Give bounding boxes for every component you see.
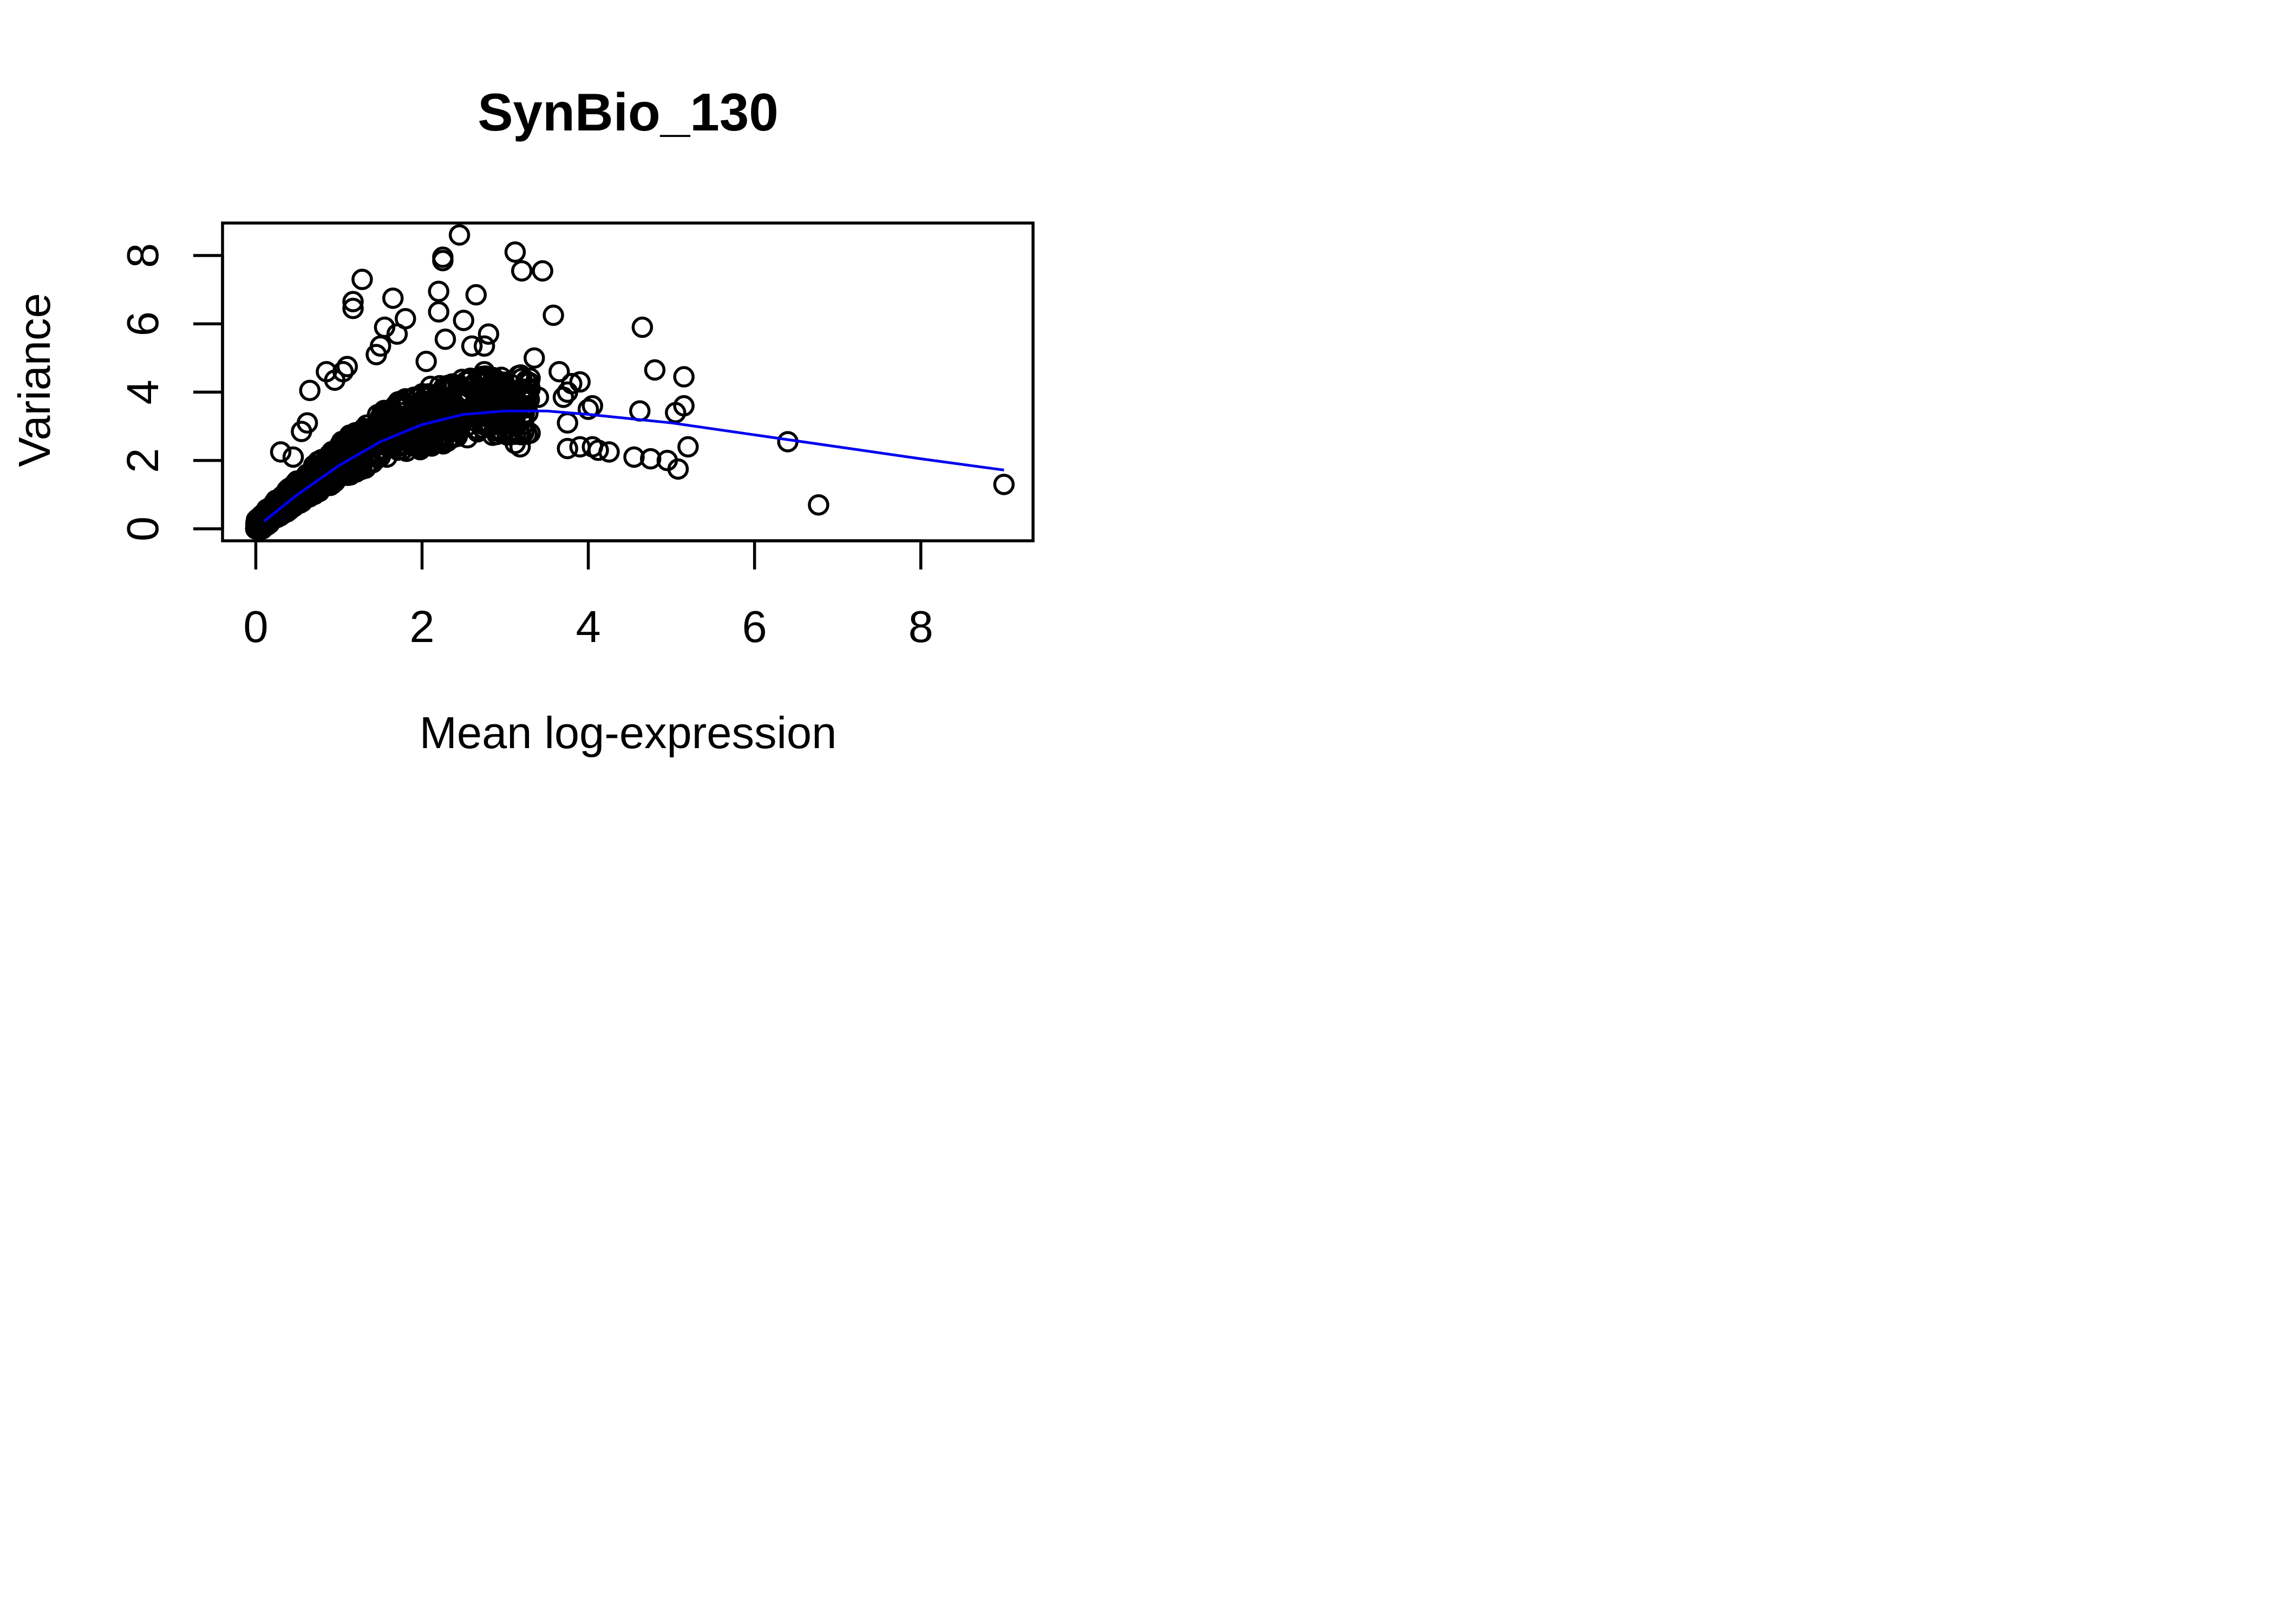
trend-line [263, 409, 1004, 522]
x-tick-label: 4 [576, 601, 600, 652]
data-point [452, 401, 473, 423]
x-axis-label: Mean log-expression [420, 708, 837, 758]
y-tick-label: 0 [117, 516, 168, 541]
data-point [639, 448, 662, 470]
data-point [324, 369, 346, 391]
y-tick-label: 2 [117, 448, 168, 473]
data-point [429, 375, 451, 397]
data-point [577, 398, 599, 420]
chart-title: SynBio_130 [478, 82, 779, 142]
data-point [644, 359, 666, 381]
data-point [665, 402, 687, 424]
x-tick-label: 0 [243, 601, 268, 652]
data-point [384, 395, 407, 416]
scatter-points [245, 224, 1015, 540]
data-point [356, 414, 378, 436]
data-point [448, 224, 471, 246]
data-point [294, 466, 316, 488]
trend-line-group [263, 409, 1004, 522]
data-point [631, 316, 654, 338]
data-point [465, 398, 487, 420]
y-tick-label: 8 [117, 243, 168, 268]
data-point [296, 412, 318, 434]
y-tick-label: 4 [117, 379, 168, 404]
data-point [524, 347, 545, 369]
data-point [548, 361, 570, 383]
data-point [677, 436, 699, 458]
data-point [370, 412, 393, 434]
data-point [557, 412, 578, 434]
data-point [629, 400, 651, 422]
data-point [808, 494, 829, 516]
data-point [673, 366, 695, 388]
data-point [557, 381, 578, 403]
data-point [461, 368, 482, 390]
data-point [282, 446, 304, 468]
y-tick-label: 6 [117, 311, 168, 336]
data-point [511, 260, 533, 282]
data-point [552, 387, 574, 408]
data-point [424, 396, 446, 417]
data-point [993, 474, 1015, 495]
data-point [433, 433, 454, 455]
data-point [473, 335, 495, 357]
data-point [426, 427, 448, 449]
x-tick-label: 2 [409, 601, 434, 652]
data-point [309, 481, 330, 502]
data-point [532, 260, 553, 282]
data-point [432, 250, 454, 272]
data-point [472, 365, 494, 388]
data-point [415, 350, 437, 372]
data-point [496, 411, 519, 433]
data-point [465, 284, 487, 306]
data-point [386, 323, 408, 345]
x-tick-label: 6 [742, 601, 767, 652]
data-point [488, 374, 511, 395]
data-point [406, 433, 428, 455]
data-point [342, 291, 364, 312]
data-point [569, 371, 591, 393]
y-axis: 0 2 4 6 8 [117, 243, 224, 541]
data-point [299, 379, 321, 402]
data-point [351, 269, 373, 290]
data-point [428, 280, 449, 302]
data-point [514, 397, 536, 419]
data-point [297, 480, 318, 502]
x-axis: 0 2 4 6 8 [243, 539, 933, 652]
data-point [598, 441, 620, 463]
data-point [434, 328, 456, 350]
data-point [623, 446, 645, 468]
data-point [587, 439, 609, 461]
y-axis-label: Variance [9, 293, 60, 467]
data-point [428, 301, 449, 323]
data-point [500, 387, 522, 408]
data-point [270, 441, 292, 463]
data-point [336, 356, 358, 377]
data-point [543, 304, 564, 326]
data-point [557, 437, 578, 460]
data-point [453, 310, 475, 331]
data-point [501, 423, 522, 446]
data-point [478, 323, 500, 345]
data-point [365, 344, 387, 365]
data-point [382, 287, 404, 309]
data-point [461, 335, 483, 357]
x-tick-label: 8 [909, 601, 933, 652]
data-point [667, 458, 689, 480]
data-point [504, 241, 526, 263]
data-point [342, 298, 364, 319]
